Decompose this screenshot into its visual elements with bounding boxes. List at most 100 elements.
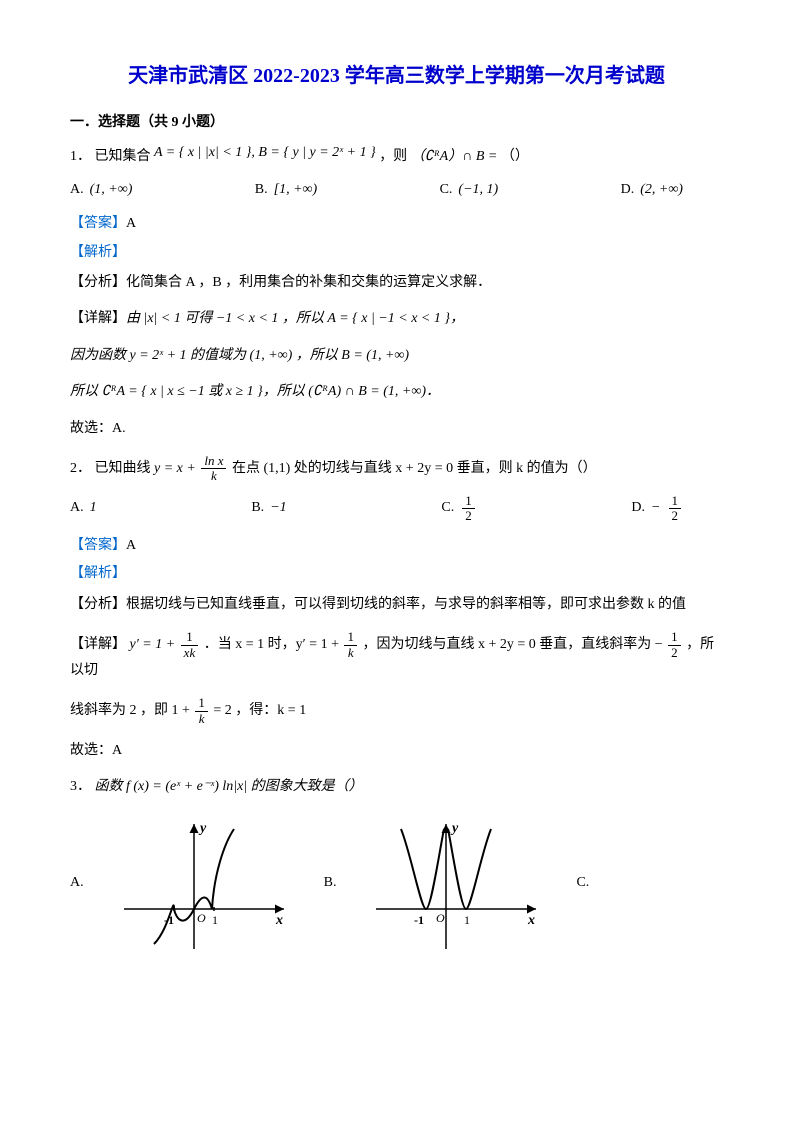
y-axis-label: y <box>198 821 207 836</box>
q2-detail-2: 线斜率为 2 ，即 1 + 1 k = 2 ，得：k = 1 <box>70 696 723 726</box>
q1-detail-1: 【详解】由 |x| < 1 可得 −1 < x < 1 ，所以 A = { x … <box>70 308 723 330</box>
x-axis-label: x <box>527 913 535 928</box>
q2-opt-d: D. − 1 2 <box>631 494 683 524</box>
q2-pre: 已知曲线 <box>95 461 151 476</box>
answer-value: A <box>126 538 136 553</box>
origin-label: O <box>197 911 206 925</box>
opt-d-frac: 1 2 <box>669 494 682 524</box>
graph-b: y x O -1 1 <box>366 814 546 954</box>
opt-val: [1, +∞) <box>274 179 318 201</box>
opt-label: A. <box>70 497 84 519</box>
q1-opt-d: D. (2, +∞) <box>621 179 683 201</box>
opt-val: 1 <box>90 497 97 519</box>
frac-den: k <box>195 712 208 726</box>
q1-opt-b: B. [1, +∞) <box>255 179 317 201</box>
opt-label: D. <box>621 179 635 201</box>
frac-den: 2 <box>669 509 682 523</box>
q1-answer: 【答案】A <box>70 213 723 235</box>
frac-num: ln x <box>201 454 226 469</box>
answer-value: A <box>126 216 136 231</box>
q1-blank: （） <box>501 149 529 164</box>
q1-conclusion: 故选：A. <box>70 418 723 440</box>
fx-text: 化简集合 A ，B ，利用集合的补集和交集的运算定义求解． <box>126 275 491 290</box>
q1-detail-2: 因为函数 y = 2ˣ + 1 的值域为 (1, +∞) ，所以 B = (1,… <box>70 345 723 367</box>
frac-den: xk <box>181 646 199 660</box>
opt-label: C. <box>440 179 453 201</box>
opt-label: A. <box>70 179 84 201</box>
pos1-label: 1 <box>212 913 218 927</box>
frac-num: 1 <box>195 696 208 711</box>
q1-tail: （∁ᴿA）∩ B = <box>411 149 498 164</box>
q1-opt-c: C. (−1, 1) <box>440 179 499 201</box>
d2: 因为函数 y = 2ˣ + 1 的值域为 (1, +∞) ，所以 B = (1,… <box>70 348 409 363</box>
q2-opt-b: B. −1 <box>251 494 286 524</box>
answer-label: 【答案】 <box>70 216 126 231</box>
question-2: 2． 已知曲线 y = x + ln x k 在点 (1,1) 处的切线与直线 … <box>70 454 723 484</box>
opt-val: (2, +∞) <box>640 179 683 201</box>
q2-analysis-label: 【解析】 <box>70 563 723 585</box>
origin-label: O <box>436 911 445 925</box>
neg1-label: -1 <box>414 913 424 927</box>
q1-detail-3: 所以 ∁ᴿA = { x | x ≤ −1 或 x ≥ 1 }，所以 (∁ᴿA)… <box>70 381 723 403</box>
q3-num: 3． <box>70 779 91 794</box>
detail-label: 【详解】 <box>70 311 126 326</box>
opt-label: C. <box>441 497 454 519</box>
d2b: = 2 ，得：k = 1 <box>213 703 306 718</box>
q2-fenxi: 【分析】根据切线与已知直线垂直，可以得到切线的斜率，与求导的斜率相等，即可求出参… <box>70 594 723 616</box>
fx-label: 【分析】 <box>70 275 126 290</box>
q1-fenxi: 【分析】化简集合 A ，B ，利用集合的补集和交集的运算定义求解． <box>70 272 723 294</box>
answer-label: 【答案】 <box>70 538 126 553</box>
q1-num: 1． <box>70 149 91 164</box>
fx-text: 根据切线与已知直线垂直，可以得到切线的斜率，与求导的斜率相等，即可求出参数 k … <box>126 597 686 612</box>
d2a: 线斜率为 2 ，即 1 + <box>70 703 190 718</box>
d1: 由 |x| < 1 可得 −1 < x < 1 ，所以 A = { x | −1… <box>126 311 464 326</box>
d1c: ，因为切线与直线 x + 2y = 0 垂直，直线斜率为 − <box>362 637 662 652</box>
q3-opt-b-label: B. <box>324 872 337 894</box>
q2-conclusion: 故选：A <box>70 740 723 762</box>
frac-num: 1 <box>668 630 681 645</box>
frac2: 1 k <box>344 630 357 660</box>
opt-d-pre: − <box>651 497 660 519</box>
question-3: 3． 函数 f (x) = (eˣ + e⁻ˣ) ln|x| 的图象大致是（） <box>70 776 723 798</box>
frac-den: k <box>344 646 357 660</box>
opt-label: B. <box>251 497 264 519</box>
q3-opt-c-label: C. <box>576 872 589 894</box>
question-1: 1． 已知集合 A = { x | |x| < 1 }, B = { y | y… <box>70 146 723 168</box>
q1-opt-a: A. (1, +∞) <box>70 179 132 201</box>
opt-label: D. <box>631 497 645 519</box>
q3-text: 函数 f (x) = (eˣ + e⁻ˣ) ln|x| 的图象大致是（） <box>95 779 363 794</box>
d3: 所以 ∁ᴿA = { x | x ≤ −1 或 x ≥ 1 }，所以 (∁ᴿA)… <box>70 384 440 399</box>
frac-num: 1 <box>181 630 199 645</box>
q2-options: A. 1 B. −1 C. 1 2 D. − 1 2 <box>70 494 723 524</box>
q2-detail-1: 【详解】 y′ = 1 + 1 xk ．当 x = 1 时，y′ = 1 + 1… <box>70 630 723 682</box>
q2-opt-c: C. 1 2 <box>441 494 476 524</box>
opt-label: B. <box>255 179 268 201</box>
frac-den: 2 <box>462 509 475 523</box>
q2-answer: 【答案】A <box>70 535 723 557</box>
frac-den: 2 <box>668 646 681 660</box>
q1-pre: 已知集合 <box>95 149 151 164</box>
q2-mid: 在点 (1,1) 处的切线与直线 x + 2y = 0 垂直，则 k 的值为（） <box>232 461 597 476</box>
fx-label: 【分析】 <box>70 597 126 612</box>
q1-post: ，则 <box>379 149 407 164</box>
opt-val: (1, +∞) <box>90 179 133 201</box>
opt-val: −1 <box>270 497 286 519</box>
neg1-label: -1 <box>164 913 174 927</box>
section-header: 一．选择题（共 9 小题） <box>70 112 723 134</box>
y-axis-label: y <box>450 821 459 836</box>
q2-formula-a: y = x + <box>154 461 196 476</box>
d1a: y′ = 1 + <box>130 637 176 652</box>
q2-opt-a: A. 1 <box>70 494 97 524</box>
x-axis-label: x <box>275 913 283 928</box>
q3-graphs: A. y x O -1 1 B. y x O <box>70 814 723 954</box>
q1-formula: A = { x | |x| < 1 }, B = { y | y = 2ˣ + … <box>154 145 376 160</box>
frac-num: 1 <box>462 494 475 509</box>
detail-label: 【详解】 <box>70 637 126 652</box>
pos1-label: 1 <box>464 913 470 927</box>
frac1: 1 xk <box>181 630 199 660</box>
frac4: 1 k <box>195 696 208 726</box>
q1-options: A. (1, +∞) B. [1, +∞) C. (−1, 1) D. (2, … <box>70 179 723 201</box>
frac-num: 1 <box>669 494 682 509</box>
q1-analysis-label: 【解析】 <box>70 242 723 264</box>
opt-c-frac: 1 2 <box>462 494 475 524</box>
